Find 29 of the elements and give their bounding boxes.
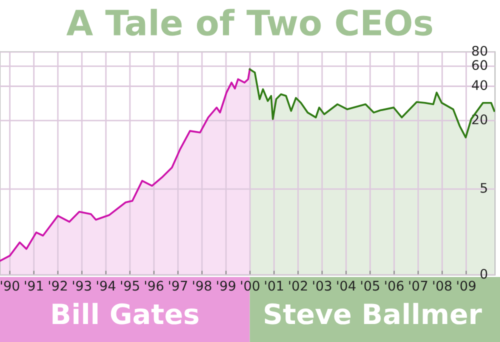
x-tick-label: '98 xyxy=(193,280,212,291)
x-tick-label: '07 xyxy=(409,280,428,291)
x-tick-label: '94 xyxy=(96,280,116,291)
x-tick-label: '08 xyxy=(433,280,452,291)
x-tick-label: '99 xyxy=(217,280,236,291)
x-tick-label: '09 xyxy=(457,280,476,291)
x-tick-label: '04 xyxy=(337,280,356,291)
y-tick-label: 40 xyxy=(472,80,488,90)
x-tick-label: '90 xyxy=(0,280,20,291)
y-tick-label: 60 xyxy=(472,60,488,70)
chart-title: A Tale of Two CEOs xyxy=(66,8,432,36)
series-label: Bill Gates xyxy=(52,302,198,324)
x-tick-label: '00 xyxy=(241,280,260,291)
x-tick-label: '95 xyxy=(120,280,139,291)
y-tick-label: 80 xyxy=(472,46,488,56)
x-tick-label: '03 xyxy=(313,280,332,291)
x-tick-label: '02 xyxy=(289,280,307,291)
x-tick-label: '92 xyxy=(48,280,67,291)
x-tick-label: '97 xyxy=(169,280,188,291)
y-tick-label: 5 xyxy=(480,183,487,193)
y-tick-label: 0 xyxy=(480,268,488,279)
series-label: Steve Ballmer xyxy=(264,302,482,324)
x-tick-label: '93 xyxy=(72,280,92,291)
x-tick-label: '05 xyxy=(361,280,380,291)
x-tick-label: '01 xyxy=(265,280,284,291)
y-tick-label: 20 xyxy=(472,114,488,124)
x-tick-label: '06 xyxy=(385,280,404,291)
x-tick-label: '96 xyxy=(145,280,164,291)
x-tick-label: '91 xyxy=(24,280,43,291)
